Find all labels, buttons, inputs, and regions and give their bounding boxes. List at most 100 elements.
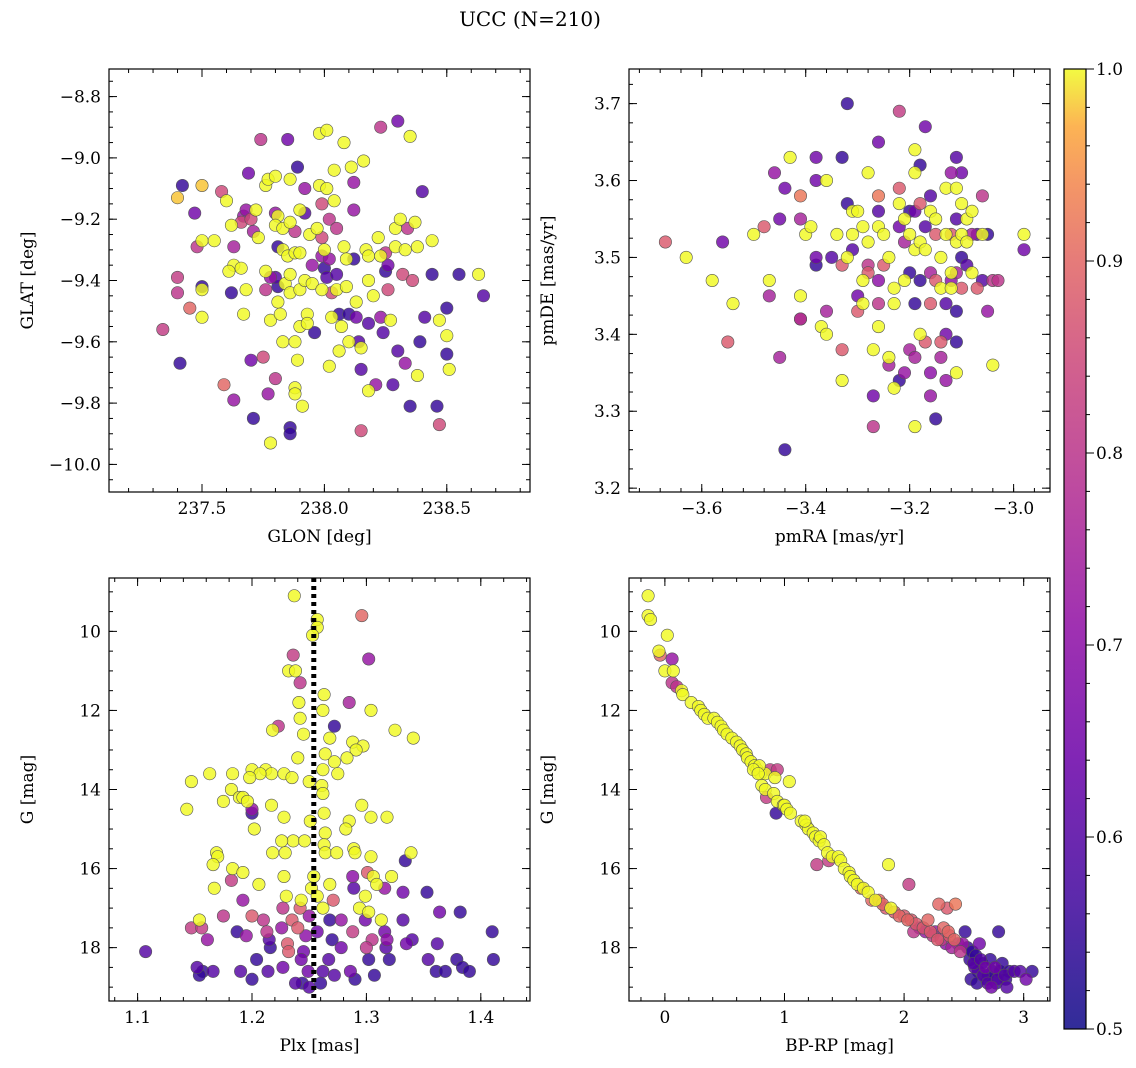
plx-point — [355, 798, 369, 812]
pm-point — [944, 166, 958, 180]
plx-point — [339, 822, 353, 836]
plx-point — [323, 731, 337, 745]
sky-point — [322, 212, 336, 226]
sky-point — [398, 243, 412, 257]
plx-point — [385, 869, 399, 883]
sky-y-tick-label: −9.2 — [60, 210, 101, 230]
sky-point — [354, 341, 368, 355]
pm-point — [918, 243, 932, 257]
pm-point — [887, 297, 901, 311]
pm-point — [871, 273, 885, 287]
cmd-point — [798, 814, 812, 828]
plx-point — [216, 909, 230, 923]
pm-y-tick-label: 3.7 — [594, 95, 621, 115]
sky-point — [347, 203, 361, 217]
cmd-point — [948, 897, 962, 911]
sky-point — [332, 344, 346, 358]
pm-point — [960, 235, 974, 249]
pm-point — [965, 204, 979, 218]
plx-point — [462, 964, 476, 978]
sky-point — [337, 240, 351, 254]
sky-point — [325, 310, 339, 324]
plx-point — [334, 913, 348, 927]
plx-point — [236, 865, 250, 879]
plx-point — [184, 775, 198, 789]
sky-point — [298, 182, 312, 196]
sky-point — [317, 243, 331, 257]
sky-point — [251, 231, 265, 245]
pm-point — [923, 389, 937, 403]
cmd-point — [881, 858, 895, 872]
pm-point — [840, 250, 854, 264]
sky-point — [242, 166, 256, 180]
pm-point — [845, 227, 859, 241]
plx-x-tick-label: 1.1 — [124, 1008, 151, 1028]
sky-point — [391, 344, 405, 358]
plx-point — [347, 881, 361, 895]
sky-point — [171, 270, 185, 284]
cmd-point — [676, 688, 690, 702]
panel-plx: 1.1 1.2 1.3 1.4 10 12 14 16 18 Plx [mas] G [mag] — [18, 577, 531, 1056]
cmd-point — [901, 913, 915, 927]
figure-title: UCC (N=210) — [459, 7, 601, 31]
cmd-point — [992, 925, 1006, 939]
sky-point — [322, 359, 336, 373]
sky-point — [175, 179, 189, 193]
pm-point — [793, 312, 807, 326]
pm-point — [934, 350, 948, 364]
plx-point — [293, 711, 307, 725]
sky-point — [418, 310, 432, 324]
sky-point — [376, 326, 390, 340]
pm-point — [949, 304, 963, 318]
pm-point — [851, 204, 865, 218]
sky-point — [217, 378, 231, 392]
cmd-axes-frame — [628, 577, 1051, 1002]
plx-point — [224, 782, 238, 796]
sky-y-tick-label: −9.8 — [60, 394, 101, 414]
plx-point — [485, 925, 499, 939]
pm-y-tick-label: 3.6 — [594, 172, 621, 192]
pm-point — [908, 420, 922, 434]
pm-point — [955, 197, 969, 211]
plx-point — [323, 877, 337, 891]
sky-y-tick-label: −9.6 — [60, 333, 101, 353]
panel-pm: −3.6 −3.4 −3.2 −3.0 3.2 3.3 3.4 3.5 3.6 3.7 pmRA … — [538, 68, 1051, 547]
pm-point — [819, 304, 833, 318]
sky-point — [440, 301, 454, 315]
sky-point — [268, 372, 282, 386]
sky-point — [224, 218, 238, 232]
sky-point — [452, 267, 466, 281]
pm-point — [908, 350, 922, 364]
pm-point — [1017, 227, 1031, 241]
pm-point — [934, 335, 948, 349]
plx-point — [364, 810, 378, 824]
pm-point — [949, 366, 963, 380]
plx-point — [331, 767, 345, 781]
plx-point — [296, 727, 310, 741]
sky-point — [425, 234, 439, 248]
pm-point — [809, 150, 823, 164]
sky-point — [239, 283, 253, 297]
sky-point — [259, 283, 273, 297]
sky-y-tick-label: −10.0 — [49, 455, 101, 475]
plx-point — [404, 846, 418, 860]
pm-y-tick-label: 3.3 — [594, 402, 621, 422]
sky-point — [339, 280, 353, 294]
pm-point — [934, 250, 948, 264]
cmd-point — [660, 628, 674, 642]
plx-point — [294, 952, 308, 966]
plx-point — [421, 952, 435, 966]
pm-points — [658, 97, 1031, 457]
plx-point — [380, 933, 394, 947]
plx-y-tick-label: 10 — [79, 622, 101, 642]
plx-point — [317, 806, 331, 820]
sky-point — [195, 283, 209, 297]
cmd-point — [783, 806, 797, 820]
pm-point — [882, 250, 896, 264]
pm-axes-frame — [628, 68, 1051, 493]
sky-point — [440, 329, 454, 343]
sky-x-tick-label: 238.5 — [422, 499, 471, 519]
pm-point — [773, 350, 787, 364]
colorbar-ticks: 0.5 0.6 0.7 0.8 0.9 1.0 — [1086, 60, 1123, 1040]
